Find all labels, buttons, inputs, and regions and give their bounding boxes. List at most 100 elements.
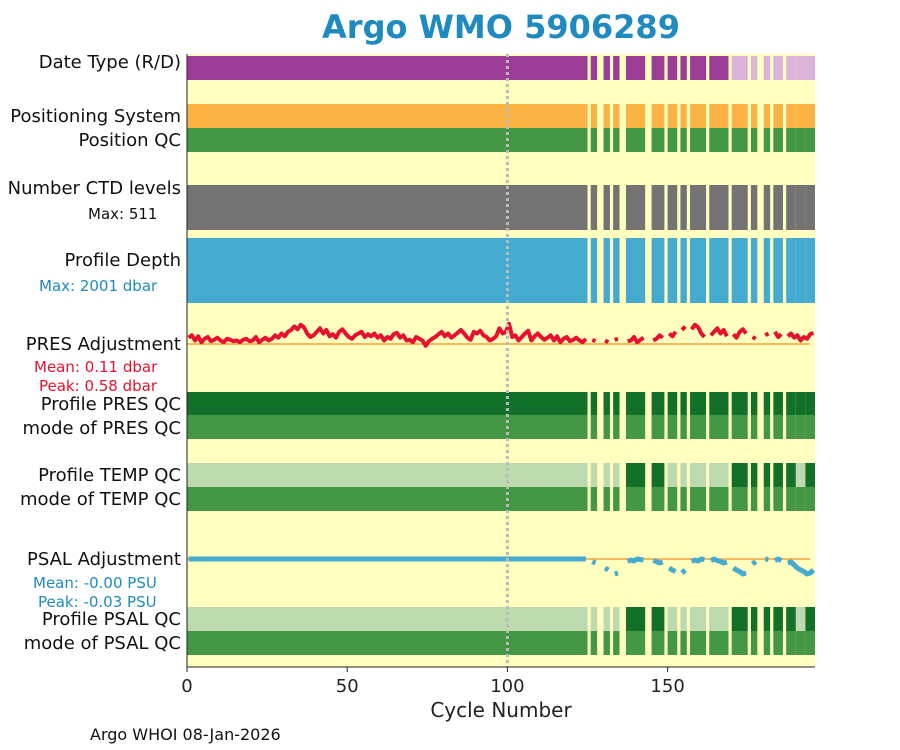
position-qc-bar-8 — [690, 128, 707, 152]
profile-temp-qc-bar-6 — [786, 463, 796, 487]
position-qc-bar-2 — [603, 128, 610, 152]
row-label-date-type: Date Type (R/D) — [38, 52, 181, 73]
x-tick-label-0: 0 — [181, 676, 192, 697]
profile-temp-qc-bar-2 — [731, 463, 748, 487]
positioning-bar-12 — [763, 104, 771, 128]
mode-psal-qc-bar-5 — [651, 631, 665, 655]
date-type-bar-4 — [625, 56, 646, 80]
profile-pres-qc-bar-7 — [680, 392, 687, 415]
profile-temp-qc-light-bar-0 — [187, 463, 588, 487]
date-type-bar-8 — [690, 56, 707, 80]
mode-pres-qc-bar-7 — [680, 415, 687, 439]
position-qc-bar-11 — [750, 128, 758, 152]
psal-adjustment-line-7 — [680, 568, 687, 575]
date-type-bar-7 — [680, 56, 687, 80]
positioning-bar-6 — [667, 104, 678, 128]
positioning-bar-5 — [651, 104, 665, 128]
psal-adjustment-peak: Peak: -0.03 PSU — [38, 593, 157, 611]
mode-pres-qc-bar-8 — [690, 415, 707, 439]
date-type-delayed-bar-4 — [786, 56, 796, 80]
date-type-delayed-bar-3 — [773, 56, 783, 80]
profile-psal-qc-light-bar-3 — [613, 607, 620, 631]
mode-temp-qc-bar-9 — [709, 487, 729, 511]
mode-temp-qc-bar-13 — [773, 487, 783, 511]
profile-temp-qc-light-bar-8 — [795, 463, 806, 487]
ctd-levels-bar-13 — [773, 185, 783, 230]
mode-pres-qc-bar-5 — [651, 415, 665, 439]
profile-pres-qc-bar-8 — [690, 392, 707, 415]
positioning-bar-11 — [750, 104, 758, 128]
mode-temp-qc-bar-12 — [763, 487, 771, 511]
mode-temp-qc-bar-2 — [603, 487, 610, 511]
x-tick-label-1: 50 — [336, 676, 359, 697]
row-label-number-ctd-levels: Number CTD levels — [7, 178, 181, 199]
mode-pres-qc-bar-15 — [795, 415, 806, 439]
profile-depth-bar-5 — [651, 238, 665, 303]
psal-adjustment-line-8 — [690, 556, 705, 564]
mode-psal-qc-bar-12 — [763, 631, 771, 655]
pres-adjustment-peak: Peak: 0.58 dbar — [39, 377, 158, 395]
mode-psal-qc-bar-10 — [731, 631, 748, 655]
profile-temp-qc-light-bar-4 — [667, 463, 678, 487]
date-type-bar-1 — [590, 56, 598, 80]
profile-temp-qc-bar-1 — [651, 463, 665, 487]
positioning-bar-0 — [187, 104, 588, 128]
date-type-delayed-bar-0 — [731, 56, 748, 80]
mode-temp-qc-bar-11 — [750, 487, 758, 511]
pres-adjustment-line-2 — [604, 338, 610, 345]
psal-adjustment-mean: Mean: -0.00 PSU — [33, 574, 157, 592]
row-label-mode-pres-qc: mode of PRES QC — [22, 418, 181, 439]
profile-temp-qc-light-bar-1 — [590, 463, 598, 487]
mode-psal-qc-bar-8 — [690, 631, 707, 655]
profile-temp-qc-bar-0 — [625, 463, 646, 487]
positioning-bar-4 — [625, 104, 646, 128]
profile-pres-qc-bar-15 — [795, 392, 806, 415]
date-type-bar-9 — [709, 56, 729, 80]
positioning-bar-13 — [773, 104, 783, 128]
pres-adjustment-line-6 — [667, 330, 678, 339]
mode-temp-qc-bar-6 — [667, 487, 678, 511]
profile-pres-qc-bar-11 — [750, 392, 758, 415]
mode-temp-qc-bar-4 — [625, 487, 646, 511]
psal-adjustment-line-5 — [652, 558, 664, 566]
mode-pres-qc-bar-2 — [603, 415, 610, 439]
ctd-levels-bar-4 — [625, 185, 646, 230]
psal-adjustment-line-9 — [709, 556, 728, 566]
mode-pres-qc-bar-10 — [731, 415, 748, 439]
profile-pres-qc-bar-12 — [763, 392, 771, 415]
position-qc-bar-1 — [590, 128, 598, 152]
psal-adjustment-line-14 — [787, 559, 816, 577]
profile-pres-qc-bar-13 — [773, 392, 783, 415]
mode-temp-qc-bar-16 — [805, 487, 815, 511]
mode-pres-qc-bar-9 — [709, 415, 729, 439]
psal-adjustment-line-10 — [731, 565, 747, 577]
positioning-bar-10 — [731, 104, 748, 128]
profile-psal-qc-bar-4 — [763, 607, 771, 631]
profile-psal-qc-bar-3 — [750, 607, 758, 631]
x-tick-label-3: 150 — [650, 676, 684, 697]
pres-adjustment-line-1 — [591, 337, 597, 344]
position-qc-bar-12 — [763, 128, 771, 152]
row-label-profile-depth: Profile Depth — [64, 250, 181, 271]
profile-depth-bar-8 — [690, 238, 707, 303]
psal-adjustment-line-1 — [591, 559, 597, 566]
positioning-bar-1 — [590, 104, 598, 128]
profile-depth-bar-13 — [773, 238, 783, 303]
mode-psal-qc-bar-9 — [709, 631, 729, 655]
pres-adjustment-line-11 — [751, 335, 757, 341]
profile-psal-qc-bar-7 — [805, 607, 815, 631]
ctd-levels-bar-2 — [603, 185, 610, 230]
ctd-levels-bar-14 — [786, 185, 796, 230]
position-qc-bar-9 — [709, 128, 729, 152]
pres-adjustment-line-10 — [731, 327, 748, 340]
row-label-mode-psal-qc: mode of PSAL QC — [23, 633, 181, 654]
position-qc-bar-16 — [805, 128, 815, 152]
row-label-pres-adjustment: PRES Adjustment — [25, 334, 181, 355]
profile-depth-bar-15 — [795, 238, 806, 303]
mode-temp-qc-bar-1 — [590, 487, 598, 511]
positioning-bar-8 — [690, 104, 707, 128]
positioning-bar-2 — [603, 104, 610, 128]
ctd-levels-bar-12 — [763, 185, 771, 230]
position-qc-bar-7 — [680, 128, 687, 152]
positioning-bar-14 — [786, 104, 796, 128]
